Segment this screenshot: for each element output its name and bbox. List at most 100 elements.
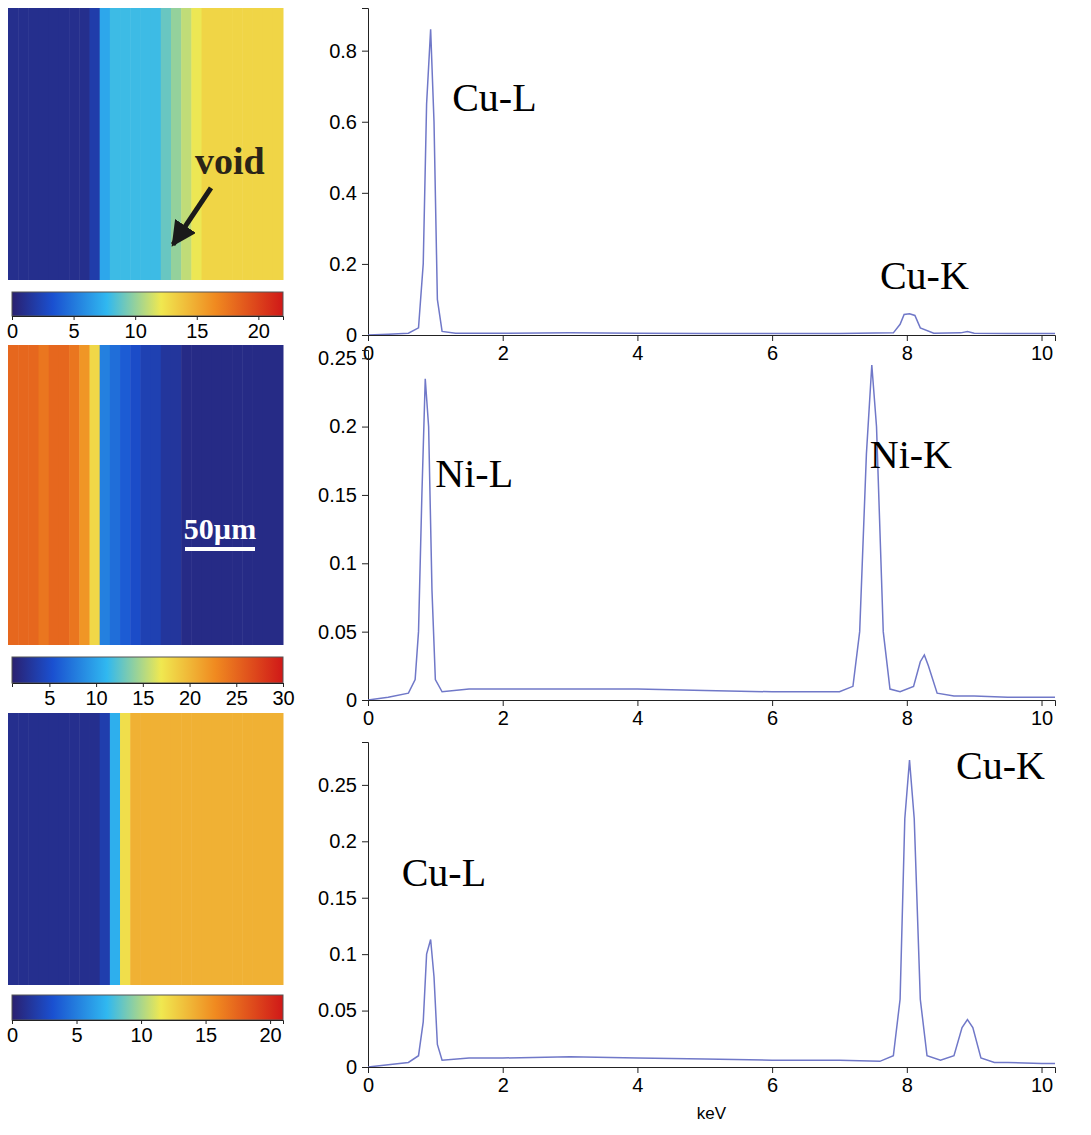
heatmap-cell (242, 345, 253, 645)
heatmap-cell (39, 345, 50, 645)
tick: 25 (226, 683, 248, 709)
tick-label: 15 (186, 320, 208, 342)
axis: 0246810 (363, 700, 1056, 729)
heatmap-cell (130, 345, 141, 645)
tick: 0 (346, 689, 368, 711)
axis-line (369, 1068, 1056, 1074)
tick: 0.15 (318, 484, 368, 506)
axis: 0246810 (363, 335, 1056, 364)
tick-label: 0 (363, 1074, 374, 1096)
tick-mark (362, 193, 368, 194)
axis: 05101520 (7, 316, 284, 342)
tick-label: 2 (498, 342, 509, 364)
tick-mark (907, 1067, 908, 1073)
heatmap-cell (191, 345, 202, 645)
heatmap-cell (28, 345, 39, 645)
peak-label: Ni-L (435, 451, 513, 496)
tick-mark (362, 427, 368, 428)
spectrum-line (368, 365, 1055, 700)
tick-mark (1042, 1067, 1043, 1073)
scale-bar (185, 547, 255, 551)
figure: 05101520void5101520253050µm0510152002468… (0, 0, 1091, 1135)
heatmap-cell (130, 8, 141, 280)
heatmap-cell (110, 8, 121, 280)
tick-mark (907, 700, 908, 706)
tick: 6 (767, 700, 778, 729)
tick-mark (362, 954, 368, 955)
heatmap-cell (59, 8, 70, 280)
tick-label: 20 (248, 320, 270, 342)
tick-label: 25 (226, 687, 248, 709)
tick-label: 0.05 (318, 621, 357, 643)
heatmap-cell (100, 713, 111, 985)
tick: 15 (195, 1020, 217, 1046)
tick: 0.2 (329, 830, 368, 852)
heatmap-cell (69, 713, 80, 985)
tick-label: 4 (632, 342, 643, 364)
tick-label: 0 (7, 1024, 18, 1046)
tick: 0.25 (318, 774, 368, 796)
tick: 10 (130, 1020, 152, 1046)
axis-line (369, 701, 1056, 707)
heatmap-cell (8, 713, 19, 985)
tick: 2 (498, 335, 509, 364)
tick-label: 0 (346, 689, 357, 711)
heatmap-cell (171, 713, 182, 985)
heatmap-cell (242, 713, 253, 985)
tick: 6 (767, 335, 778, 364)
tick-mark (637, 700, 638, 706)
tick-label: 0.25 (318, 347, 357, 369)
x-axis-title: keV (697, 1104, 727, 1123)
axis: 00.050.10.150.20.25 (318, 743, 368, 1078)
tick: 0 (363, 700, 374, 729)
heatmap (8, 8, 284, 280)
heatmap-cell (8, 345, 19, 645)
tick: 0.05 (318, 999, 368, 1021)
tick-mark (362, 1067, 368, 1068)
heatmap-cell (49, 345, 60, 645)
plot-area (368, 365, 1055, 700)
heatmap-cell (151, 345, 162, 645)
plot-area (368, 29, 1055, 335)
heatmap-cell (39, 713, 50, 985)
heatmap-cell (140, 345, 151, 645)
tick: 0 (7, 316, 18, 342)
tick: 15 (132, 683, 154, 709)
heatmap-cell (89, 345, 100, 645)
tick: 2 (498, 700, 509, 729)
tick-label: 0 (363, 707, 374, 729)
heatmap-cell (28, 713, 39, 985)
tick: 0.1 (329, 552, 368, 574)
axis-line (13, 317, 284, 321)
axis-line (362, 9, 369, 336)
tick-mark (362, 358, 368, 359)
tick: 10 (1031, 335, 1053, 364)
heatmap (8, 345, 284, 645)
heatmap-cell (89, 713, 100, 985)
heatmap-cell (18, 345, 29, 645)
tick: 10 (125, 316, 147, 342)
spectrum-line (368, 29, 1055, 335)
heatmap-cell (222, 713, 233, 985)
tick: 0.15 (318, 887, 368, 909)
heatmap-cell (69, 8, 80, 280)
tick-label: 0.4 (329, 182, 357, 204)
heatmap-cell (79, 345, 90, 645)
tick-label: 10 (125, 320, 147, 342)
tick: 2 (498, 1067, 509, 1096)
heatmap-cell (181, 8, 192, 280)
tick: 4 (632, 700, 643, 729)
tick-label: 0.2 (329, 830, 357, 852)
heatmap-cell (140, 8, 151, 280)
colorbar (12, 657, 283, 683)
tick-mark (772, 700, 773, 706)
scale-bar-label: 50µm (184, 512, 256, 545)
tick-label: 15 (132, 687, 154, 709)
tick-mark (362, 898, 368, 899)
tick-mark (772, 1067, 773, 1073)
tick: 10 (1031, 1067, 1053, 1096)
tick-mark (362, 700, 368, 701)
heatmap-cell (49, 713, 60, 985)
tick-mark (362, 264, 368, 265)
tick-label: 2 (498, 1074, 509, 1096)
